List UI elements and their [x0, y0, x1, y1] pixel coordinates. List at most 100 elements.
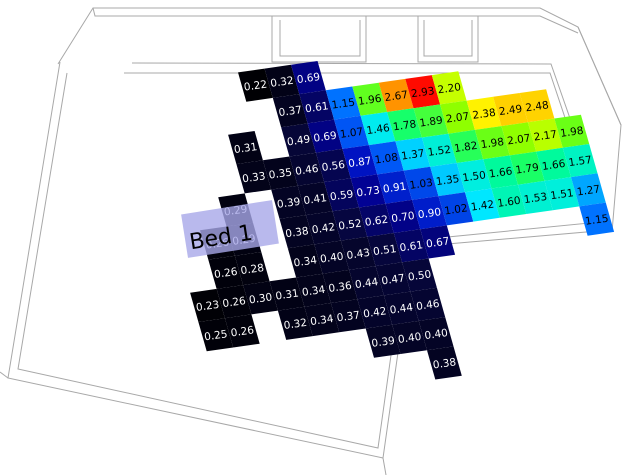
grid-cell-value: 0.44: [354, 276, 379, 291]
grid-cell-value: 0.61: [304, 100, 329, 115]
grid-cell-value: 0.31: [275, 287, 300, 302]
grid-cell-value: 2.67: [384, 89, 409, 104]
grid-cell-value: 0.59: [329, 188, 354, 203]
grid-cell-value: 0.34: [310, 313, 335, 328]
grid-cell: [190, 288, 225, 322]
grid-cell-value: 1.37: [401, 148, 426, 163]
grid-cell: [385, 199, 421, 233]
grid-cell-value: 0.35: [268, 167, 293, 182]
grid-cell: [403, 166, 439, 200]
grid-cell-value: 0.73: [356, 184, 381, 199]
grid-cell-value: 0.52: [338, 218, 363, 233]
grid-cell-value: 1.89: [419, 114, 444, 129]
grid-cell-value: 0.32: [270, 75, 295, 90]
grid-cell-value: 0.40: [424, 327, 449, 342]
grid-cell: [375, 262, 411, 296]
grid-cell: [466, 96, 502, 130]
grid-cell: [307, 119, 343, 153]
grid-cell-value: 0.56: [321, 159, 346, 174]
grid-cell-value: 0.23: [195, 299, 220, 314]
grid-cell: [392, 320, 427, 354]
grid-cell-value: 2.38: [472, 107, 497, 122]
grid-cell: [383, 291, 419, 325]
grid-cell-value: 0.26: [230, 324, 255, 339]
grid-cell-value: 0.70: [391, 210, 416, 225]
grid-cell: [527, 118, 563, 152]
window-frame-2: [279, 20, 361, 57]
grid-cell: [465, 188, 500, 222]
grid-cell-value: 1.07: [339, 126, 364, 141]
grid-cell: [410, 287, 446, 321]
grid-cell: [352, 82, 388, 116]
grid-cell: [299, 90, 335, 124]
grid-cell: [315, 148, 351, 182]
grid-cell-value: 0.69: [296, 71, 321, 86]
grid-cell: [393, 229, 429, 263]
grid-cell: [243, 281, 278, 315]
grid-cell: [413, 104, 449, 138]
grid-cell-value: 0.34: [301, 284, 326, 299]
room-label-group: Bed 1: [181, 200, 279, 258]
grid-cell-value: 2.07: [507, 132, 532, 147]
grid-cell: [324, 178, 359, 212]
grid-cell: [349, 266, 384, 300]
grid-cell-value: 0.87: [348, 155, 373, 170]
grid-cell-value: 0.39: [371, 335, 396, 350]
grid-cell: [448, 129, 484, 163]
grid-cell: [334, 115, 369, 149]
grid-cell: [405, 75, 441, 109]
grid-cell: [427, 346, 462, 380]
grid-cell: [296, 273, 331, 307]
grid-cell-value: 0.22: [243, 79, 268, 94]
grid-cell-value: 2.93: [410, 85, 435, 100]
grid-cell: [198, 318, 234, 352]
grid-cell-value: 1.53: [523, 191, 548, 206]
grid-cell: [474, 126, 510, 160]
grid-cell: [571, 173, 606, 207]
grid-cell-value: 0.47: [381, 272, 406, 287]
grid-cell: [297, 182, 333, 216]
grid-cell: [322, 269, 358, 303]
grid-cell-value: 0.26: [222, 295, 247, 310]
grid-cell-value: 0.30: [248, 291, 273, 306]
grid-cell: [271, 185, 306, 219]
grid-cell: [430, 163, 465, 197]
grid-cell-value: 1.27: [576, 183, 601, 198]
grid-cell-value: 0.37: [278, 104, 303, 119]
grid-cell: [440, 100, 475, 134]
grid-cell: [332, 207, 368, 241]
grid-cell: [544, 177, 580, 211]
grid-cell-value: 2.49: [498, 103, 523, 118]
grid-cell: [378, 78, 414, 112]
grid-cell-value: 1.78: [392, 118, 417, 133]
grid-cell-value: 1.03: [409, 177, 434, 192]
grid-cell-value: 1.08: [374, 151, 399, 166]
grid-cell: [340, 236, 376, 270]
grid-cell-value: 1.57: [568, 154, 593, 169]
grid-cell-value: 1.50: [462, 169, 487, 184]
grid-cell-value: 2.48: [525, 99, 550, 114]
grid-cell: [350, 174, 386, 208]
grid-cell: [519, 89, 555, 123]
grid-cell: [579, 202, 615, 236]
grid-cell-value: 0.44: [389, 301, 414, 316]
grid-cell-value: 0.50: [407, 268, 432, 283]
grid-cell-value: 2.20: [437, 81, 462, 96]
corner-line-2: [0, 371, 9, 379]
grid-cell: [238, 68, 273, 102]
grid-cell: [421, 133, 457, 167]
grid-cell: [342, 145, 378, 179]
grid-cell: [456, 159, 492, 193]
grid-cell-value: 1.96: [357, 93, 382, 108]
grid-cell: [562, 144, 598, 178]
grid-cell: [228, 131, 263, 165]
grid-cell-value: 1.66: [541, 158, 566, 173]
grid-cell-value: 0.91: [382, 181, 407, 196]
grid-cell: [431, 71, 467, 105]
grid-cell: [357, 295, 393, 329]
grid-cell-value: 2.07: [445, 111, 470, 126]
grid-cell: [377, 170, 412, 204]
grid-cell: [289, 152, 325, 186]
grid-cell-value: 0.25: [204, 328, 229, 343]
grid-cell: [279, 215, 315, 249]
